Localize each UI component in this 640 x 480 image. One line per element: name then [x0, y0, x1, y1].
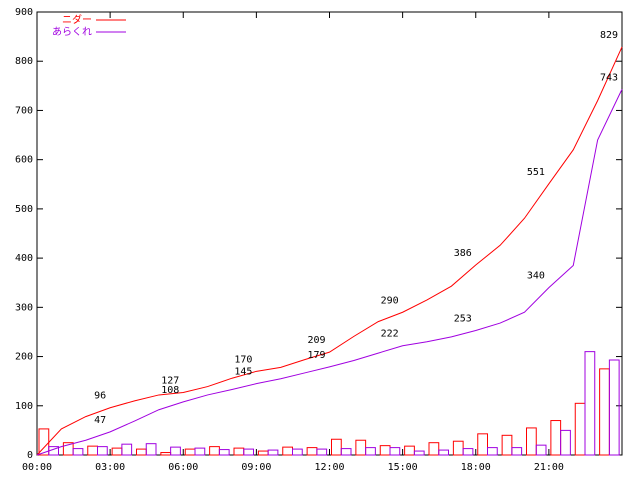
y-tick-label: 700 [15, 105, 33, 116]
bar [243, 448, 254, 456]
point-label: 209 [307, 335, 325, 346]
legend-label: あらくれ [52, 26, 92, 38]
bar [389, 447, 401, 456]
bar [257, 450, 269, 456]
point-label: 170 [234, 354, 252, 365]
bar [306, 447, 318, 456]
bar [462, 448, 474, 456]
y-tick-label: 0 [27, 450, 33, 461]
bar [438, 449, 449, 456]
bar [599, 368, 610, 456]
bar [477, 433, 488, 456]
bar [355, 439, 367, 456]
bar [97, 446, 108, 456]
bar [184, 448, 196, 456]
bar [160, 452, 172, 456]
x-tick-label: 06:00 [168, 462, 198, 473]
y-tick-label: 800 [15, 56, 33, 67]
point-label: 829 [600, 30, 618, 41]
bar [535, 444, 547, 456]
bar [608, 359, 620, 456]
y-tick-label: 100 [15, 401, 33, 412]
bar [136, 448, 147, 456]
point-label: 386 [454, 248, 472, 259]
y-tick-label: 200 [15, 352, 33, 363]
bar [121, 443, 133, 456]
bar [452, 440, 464, 456]
x-tick-label: 15:00 [388, 462, 418, 473]
bar [550, 420, 562, 456]
point-label: 551 [527, 167, 545, 178]
bar [233, 447, 245, 456]
bar [170, 446, 181, 456]
x-tick-label: 00:00 [22, 462, 52, 473]
bar [526, 427, 537, 456]
point-label: 108 [161, 385, 179, 396]
point-label: 127 [161, 375, 179, 386]
point-label: 96 [94, 391, 106, 402]
point-label: 340 [527, 271, 545, 282]
bar [194, 447, 206, 456]
y-tick-label: 900 [15, 7, 33, 18]
line [36, 46, 623, 456]
y-tick-label: 300 [15, 302, 33, 313]
x-tick-label: 18:00 [461, 462, 491, 473]
bar [365, 447, 376, 456]
bar [331, 438, 342, 456]
bar [584, 351, 596, 456]
bar [487, 447, 498, 456]
x-tick-label: 12:00 [314, 462, 344, 473]
point-label: 145 [234, 367, 252, 378]
bar [413, 450, 425, 456]
bar [209, 446, 220, 456]
bar [87, 445, 98, 456]
bar [560, 429, 571, 456]
bar [404, 445, 415, 456]
bar [145, 443, 157, 456]
bar [292, 448, 303, 456]
point-label: 179 [307, 350, 325, 361]
x-tick-label: 21:00 [534, 462, 564, 473]
point-label: 47 [94, 415, 106, 426]
bar [316, 448, 328, 456]
bar [111, 447, 123, 456]
point-label: 743 [600, 72, 618, 83]
bar [282, 446, 293, 456]
x-tick-label: 09:00 [241, 462, 271, 473]
bar [379, 445, 391, 456]
bar [511, 447, 523, 456]
point-label: 222 [381, 329, 399, 340]
bar [501, 434, 513, 456]
x-tick-label: 03:00 [95, 462, 125, 473]
bar [340, 448, 352, 456]
plot-frame [36, 11, 623, 456]
y-tick-label: 400 [15, 253, 33, 264]
bar [574, 402, 586, 456]
legend-label: ニダー [62, 13, 92, 26]
point-label: 290 [381, 295, 399, 306]
point-label: 253 [454, 313, 472, 324]
bar [267, 449, 279, 456]
bar [218, 449, 230, 456]
line [36, 89, 623, 456]
y-tick-label: 500 [15, 204, 33, 215]
bar [72, 448, 84, 456]
y-tick-label: 600 [15, 155, 33, 166]
bar [428, 442, 440, 456]
